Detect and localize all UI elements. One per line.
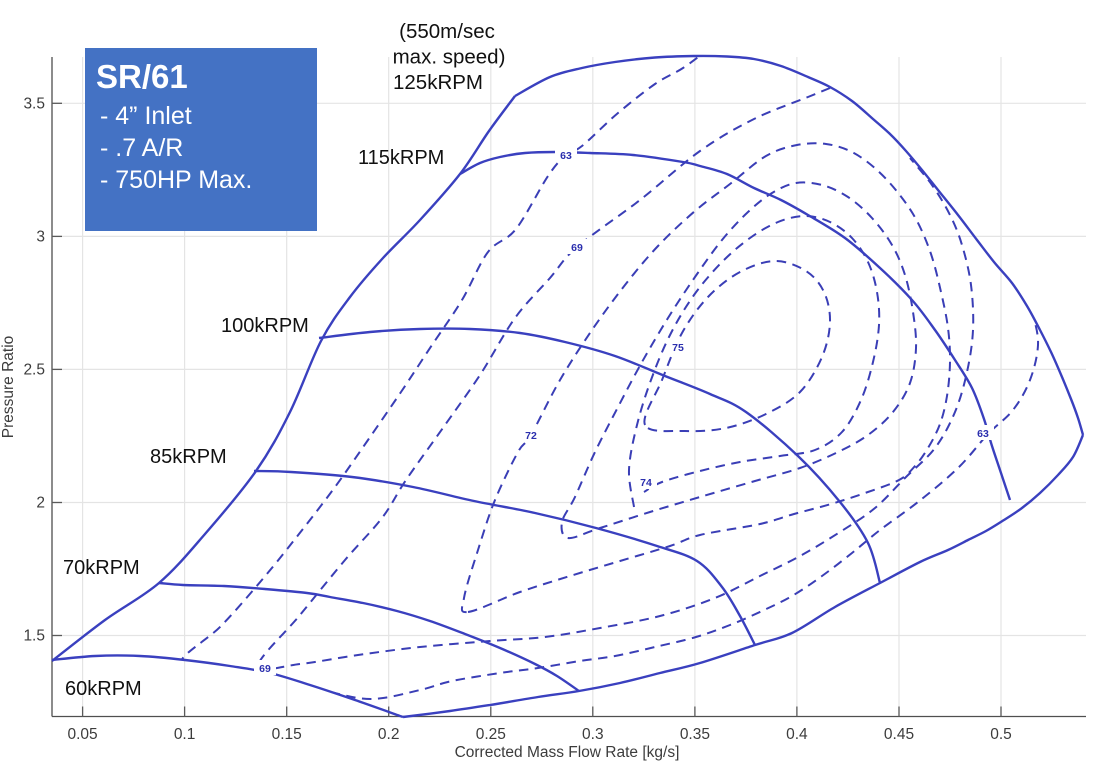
svg-text:max. speed): max. speed) [393, 46, 506, 69]
svg-text:100kRPM: 100kRPM [221, 315, 309, 337]
svg-text:2.5: 2.5 [23, 361, 45, 378]
svg-text:(550m/sec: (550m/sec [399, 20, 495, 43]
svg-text:1.5: 1.5 [23, 628, 45, 645]
svg-text:0.5: 0.5 [990, 726, 1012, 743]
svg-text:85kRPM: 85kRPM [150, 446, 227, 468]
svg-text:0.2: 0.2 [378, 726, 400, 743]
svg-text:63: 63 [560, 150, 572, 162]
svg-text:Pressure Ratio: Pressure Ratio [0, 336, 17, 439]
svg-text:0.05: 0.05 [68, 726, 98, 743]
svg-text:0.35: 0.35 [680, 726, 710, 743]
svg-text:0.15: 0.15 [272, 726, 302, 743]
svg-text:0.1: 0.1 [174, 726, 196, 743]
svg-text:75: 75 [672, 342, 684, 354]
svg-text:Corrected Mass Flow Rate [kg/s: Corrected Mass Flow Rate [kg/s] [455, 744, 680, 761]
svg-text:60kRPM: 60kRPM [65, 678, 142, 700]
svg-text:0.3: 0.3 [582, 726, 604, 743]
svg-text:74: 74 [640, 477, 652, 489]
svg-text:70kRPM: 70kRPM [63, 557, 140, 579]
svg-text:0.4: 0.4 [786, 726, 808, 743]
svg-text:3: 3 [36, 228, 45, 245]
svg-text:0.45: 0.45 [884, 726, 914, 743]
svg-text:69: 69 [259, 663, 271, 675]
svg-text:3.5: 3.5 [23, 95, 45, 112]
svg-text:69: 69 [571, 242, 583, 254]
svg-text:0.25: 0.25 [476, 726, 506, 743]
svg-text:125kRPM: 125kRPM [393, 71, 483, 94]
svg-text:63: 63 [977, 428, 989, 440]
svg-text:115kRPM: 115kRPM [358, 147, 444, 169]
svg-text:72: 72 [525, 430, 537, 442]
svg-text:2: 2 [36, 495, 45, 512]
